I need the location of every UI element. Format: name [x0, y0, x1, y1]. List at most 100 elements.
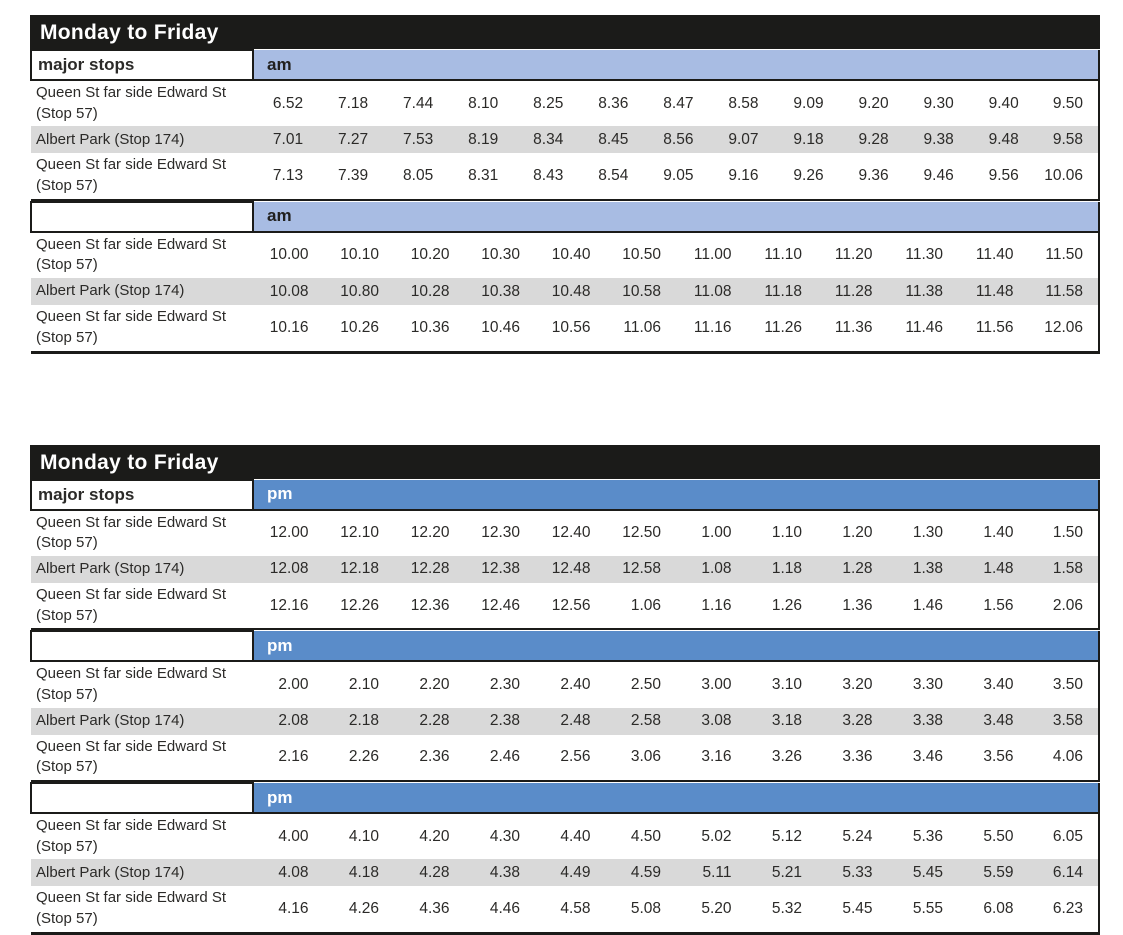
time-value: 4.10: [323, 813, 394, 860]
time-value: 1.30: [887, 509, 958, 556]
time-value: 5.55: [887, 886, 958, 934]
time-value: 7.01: [253, 126, 319, 154]
stop-name: Queen St far side Edward St (Stop 57): [31, 153, 253, 200]
time-value: 4.49: [535, 859, 606, 887]
period-header-row: am: [30, 200, 1099, 233]
time-value: 9.46: [903, 153, 969, 200]
time-value: 1.28: [817, 555, 888, 583]
stop-name: Albert Park (Stop 174): [31, 707, 253, 735]
timetable-row: Albert Park (Stop 174) 10.08 10.80 10.28 10.…: [31, 278, 1099, 306]
time-value: 2.38: [464, 707, 535, 735]
time-value: 4.59: [605, 859, 676, 887]
time-value: 9.07: [708, 126, 774, 154]
time-value: 11.10: [746, 231, 817, 279]
time-value: 5.32: [746, 886, 817, 934]
time-value: 10.08: [253, 278, 324, 306]
time-value: 4.16: [253, 886, 324, 934]
time-value: 12.48: [535, 555, 606, 583]
time-value: 7.27: [318, 126, 384, 154]
stop-name: Queen St far side Edward St (Stop 57): [31, 813, 253, 860]
time-value: 5.11: [676, 859, 747, 887]
time-value: 3.36: [817, 734, 888, 781]
timetable-row: Queen St far side Edward St (Stop 57) 6.5…: [31, 80, 1099, 127]
time-value: 3.56: [958, 734, 1029, 781]
time-value: 10.38: [464, 278, 535, 306]
time-value: 11.20: [817, 231, 888, 279]
time-value: 9.40: [968, 80, 1034, 127]
timetable-section: Monday to Friday major stops pm Queen St fa…: [30, 444, 1100, 935]
time-value: 10.48: [535, 278, 606, 306]
timetable-row: Albert Park (Stop 174) 7.01 7.27 7.53 8.19 8.…: [31, 126, 1099, 154]
time-value: 5.21: [746, 859, 817, 887]
timetable-row: Queen St far side Edward St (Stop 57) 12.…: [31, 582, 1099, 630]
time-value: 4.58: [535, 886, 606, 934]
time-value: 3.28: [817, 707, 888, 735]
time-value: 6.14: [1028, 859, 1099, 887]
time-value: 11.46: [887, 305, 958, 352]
time-value: 2.20: [394, 661, 465, 708]
time-value: 12.08: [253, 555, 324, 583]
time-value: 6.08: [958, 886, 1029, 934]
time-value: 11.48: [958, 278, 1029, 306]
stop-name: Queen St far side Edward St (Stop 57): [31, 509, 253, 556]
time-value: 3.38: [887, 707, 958, 735]
timetable-block: major stops pm Queen St far side Edward St…: [30, 478, 1100, 631]
time-value: 2.50: [605, 661, 676, 708]
time-value: 12.18: [323, 555, 394, 583]
time-value: 12.50: [605, 509, 676, 556]
stop-name: Queen St far side Edward St (Stop 57): [31, 661, 253, 708]
time-value: 8.47: [643, 80, 709, 127]
time-value: 10.30: [464, 231, 535, 279]
time-value: 3.30: [887, 661, 958, 708]
time-value: 12.20: [394, 509, 465, 556]
time-value: 9.30: [903, 80, 969, 127]
period-band-pm: pm: [253, 783, 1099, 814]
time-value: 2.58: [605, 707, 676, 735]
time-value: 1.00: [676, 509, 747, 556]
time-value: 4.40: [535, 813, 606, 860]
stop-name: Queen St far side Edward St (Stop 57): [31, 231, 253, 279]
time-value: 1.40: [958, 509, 1029, 556]
timetable-row: Queen St far side Edward St (Stop 57) 12.…: [31, 509, 1099, 556]
time-value: 1.08: [676, 555, 747, 583]
time-value: 4.26: [323, 886, 394, 934]
time-value: 4.08: [253, 859, 324, 887]
time-value: 11.18: [746, 278, 817, 306]
time-value: 2.40: [535, 661, 606, 708]
time-value: 3.50: [1028, 661, 1099, 708]
time-value: 12.10: [323, 509, 394, 556]
time-value: 5.50: [958, 813, 1029, 860]
time-value: 8.25: [513, 80, 579, 127]
time-value: 12.00: [253, 509, 324, 556]
time-value: 9.38: [903, 126, 969, 154]
timetable-row: Albert Park (Stop 174) 2.08 2.18 2.28 2.38 2.…: [31, 707, 1099, 735]
time-value: 11.56: [958, 305, 1029, 352]
time-value: 4.36: [394, 886, 465, 934]
time-value: 1.16: [676, 582, 747, 630]
table-title: Monday to Friday: [30, 15, 1100, 49]
time-value: 10.58: [605, 278, 676, 306]
timetable-block: pm Queen St far side Edward St (Stop 57) 4…: [30, 782, 1100, 935]
time-value: 10.80: [323, 278, 394, 306]
time-value: 4.00: [253, 813, 324, 860]
time-value: 9.48: [968, 126, 1034, 154]
time-value: 3.18: [746, 707, 817, 735]
time-value: 3.10: [746, 661, 817, 708]
major-stops-header: major stops: [30, 49, 254, 81]
timetable-section: Monday to Friday major stops am Queen St fa…: [30, 15, 1100, 354]
major-stops-header: major stops: [30, 478, 254, 511]
time-value: 11.36: [817, 305, 888, 352]
time-value: 2.18: [323, 707, 394, 735]
time-value: 10.06: [1033, 153, 1099, 200]
time-value: 10.10: [323, 231, 394, 279]
time-value: 10.28: [394, 278, 465, 306]
timetable-row: Queen St far side Edward St (Stop 57) 10.…: [31, 305, 1099, 352]
time-value: 9.36: [838, 153, 904, 200]
time-value: 3.16: [676, 734, 747, 781]
time-value: 8.31: [448, 153, 514, 200]
time-value: 5.45: [887, 859, 958, 887]
timetables-container: Monday to Friday major stops am Queen St fa…: [30, 15, 1100, 935]
time-value: 12.40: [535, 509, 606, 556]
time-value: 11.16: [676, 305, 747, 352]
time-value: 6.05: [1028, 813, 1099, 860]
